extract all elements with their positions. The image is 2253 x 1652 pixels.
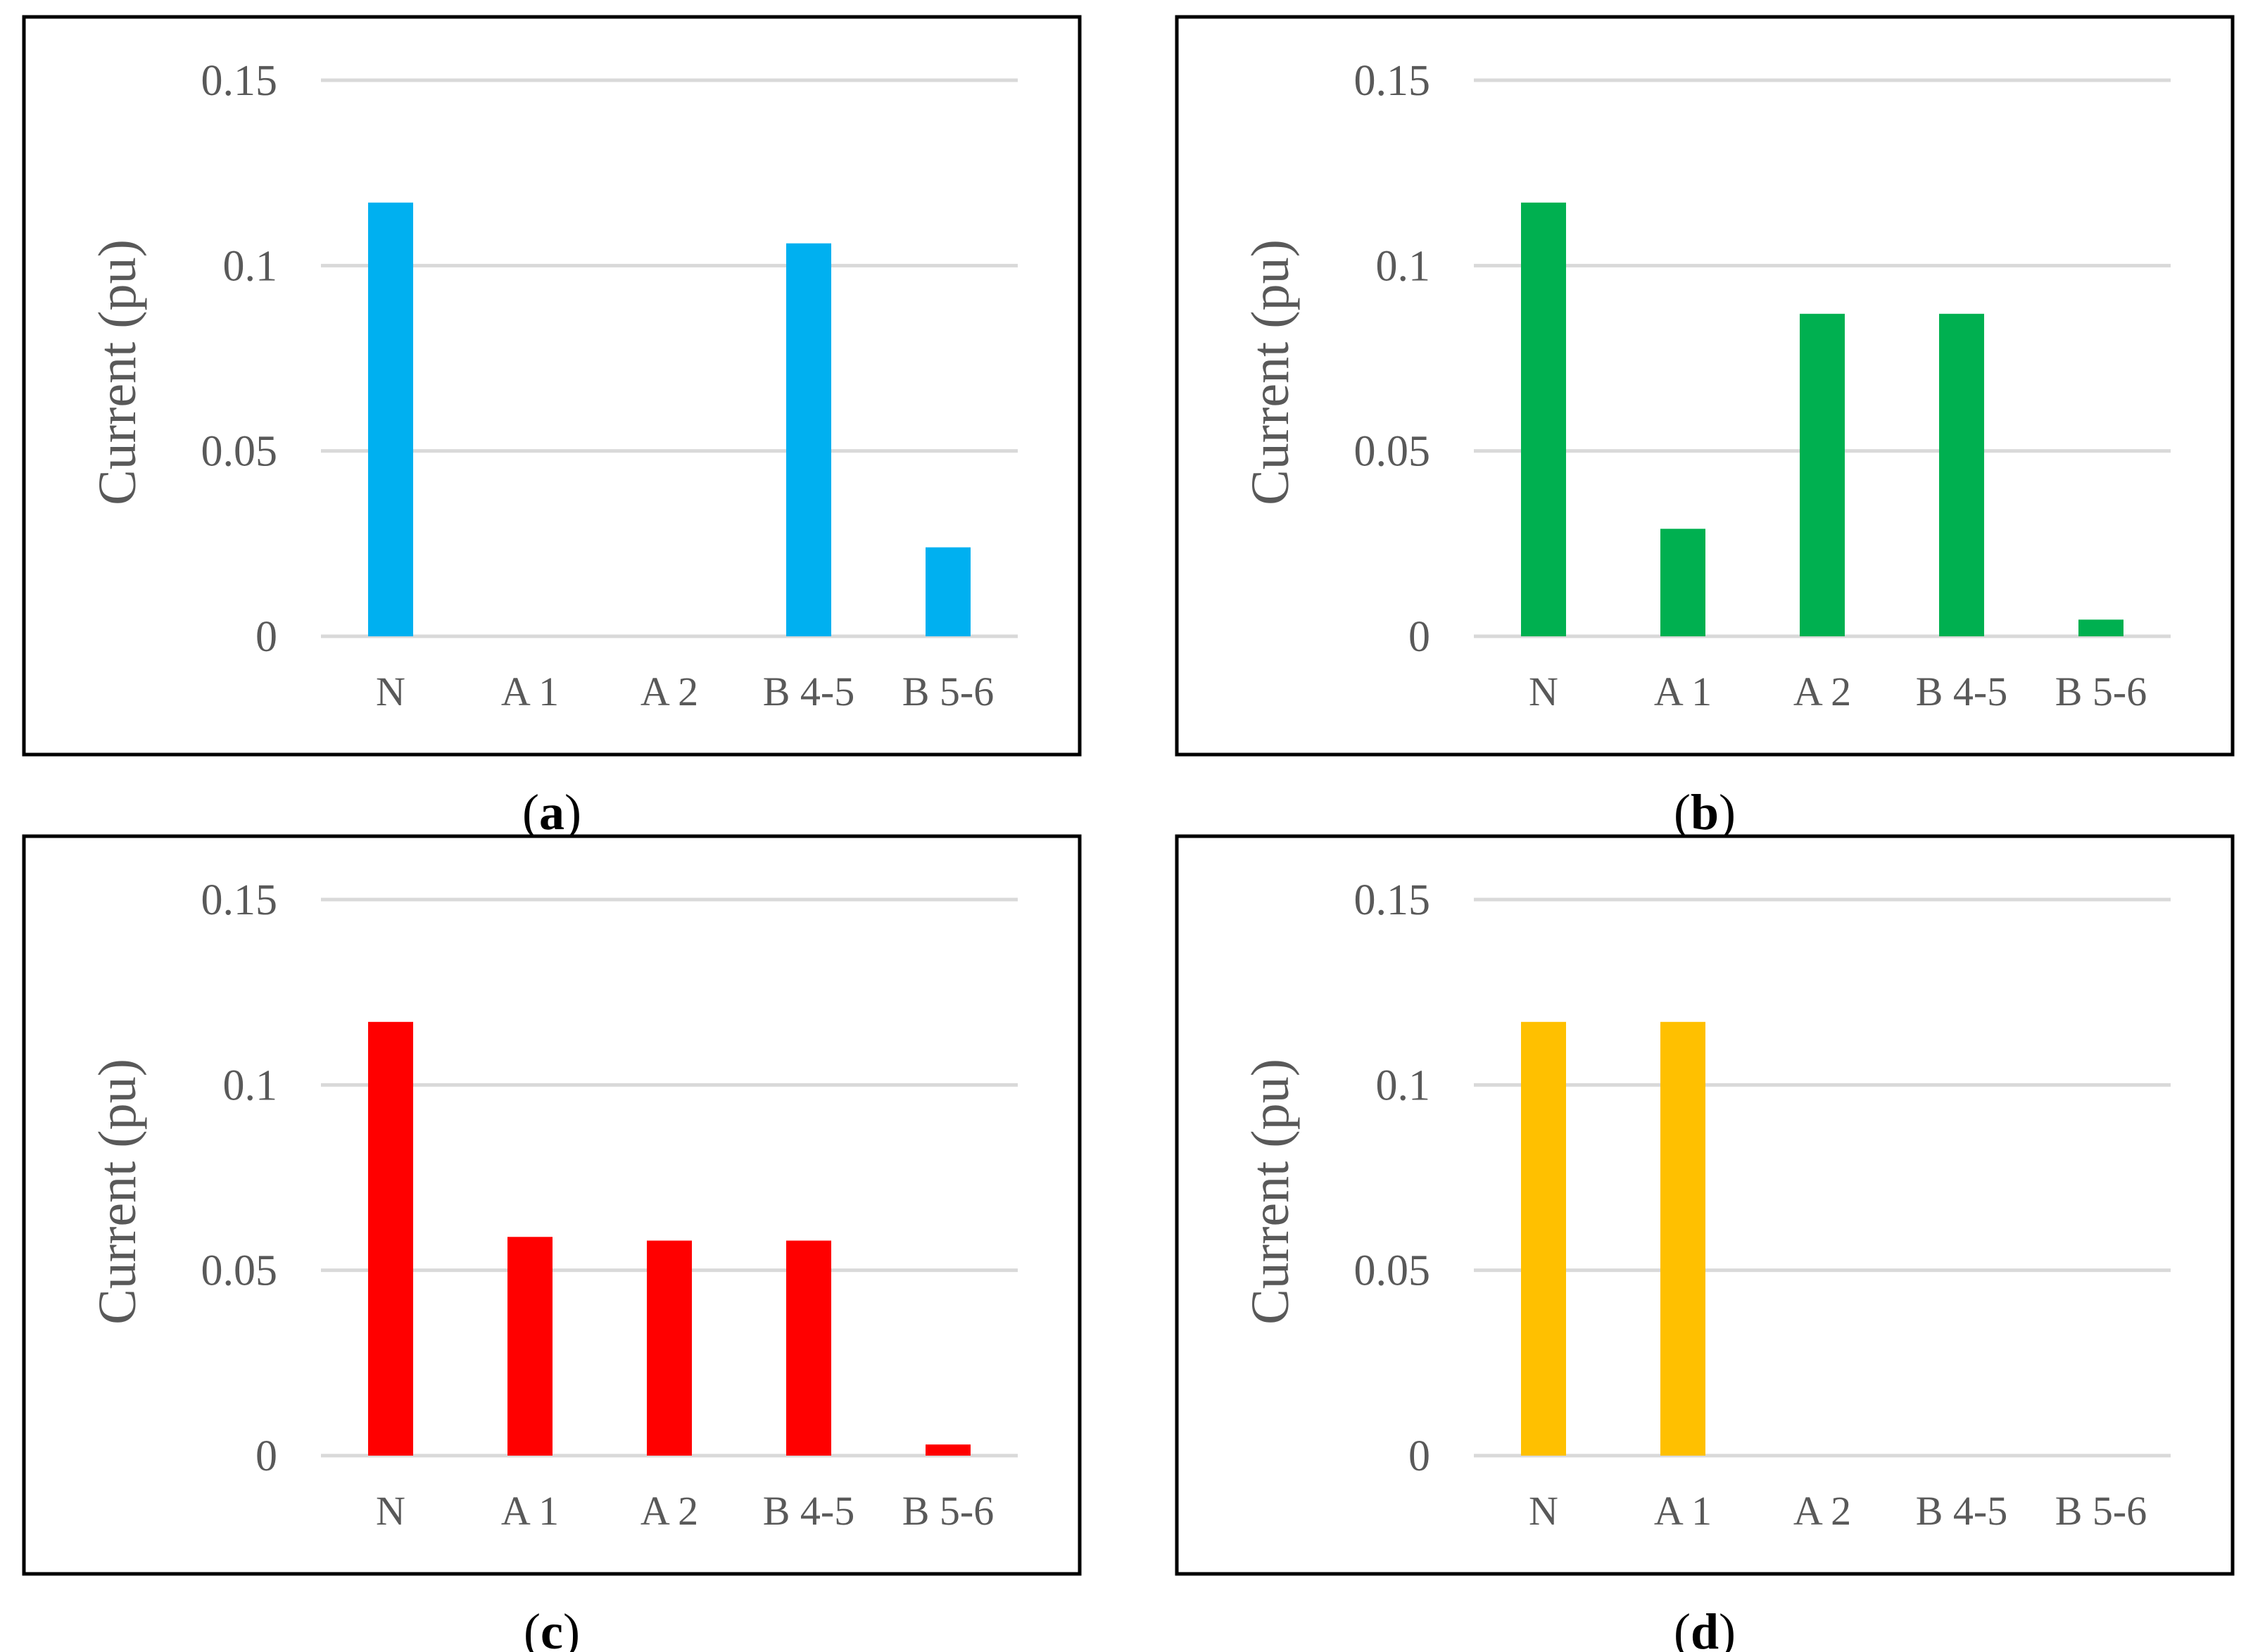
- x-tick-label: A 2: [640, 1488, 698, 1534]
- x-tick-label: A 1: [1654, 1488, 1712, 1534]
- chart-panel-a: 0 0.05 0.1 0.15 N A 1 A 2 B 4-5 B 5-6 Current (pu…: [22, 15, 1082, 840]
- bar-a-2: [1800, 313, 1845, 636]
- caption-close: ): [564, 784, 581, 840]
- bar-b-5-6: [926, 547, 971, 636]
- y-axis-title: Current (pu): [88, 1059, 147, 1325]
- x-tick-label: N: [1529, 1488, 1558, 1534]
- panel-caption: (a): [522, 784, 581, 840]
- caption-letter: a: [539, 784, 564, 840]
- x-tick-label: A 1: [501, 669, 559, 714]
- bar-b-4-5: [1939, 313, 1984, 636]
- y-tick-label: 0.05: [201, 1247, 278, 1295]
- chart-panel-b: 0 0.05 0.1 0.15 N A 1 A 2 B 4-5 B 5-6 Current (pu…: [1175, 15, 2235, 840]
- bar-n: [368, 1021, 413, 1456]
- caption-letter: d: [1691, 1603, 1719, 1652]
- bar-n: [1521, 202, 1566, 636]
- x-tick-label: B 4-5: [1916, 669, 2008, 714]
- panel-caption: (d): [1674, 1603, 1736, 1652]
- y-tick-label: 0: [1408, 1432, 1430, 1480]
- y-tick-label: 0.15: [1354, 876, 1431, 924]
- y-tick-label: 0.15: [201, 876, 278, 924]
- caption-letter: c: [541, 1603, 563, 1652]
- caption-open: (: [1674, 784, 1691, 840]
- y-tick-label: 0: [1408, 613, 1430, 661]
- y-tick-label: 0.1: [1376, 242, 1431, 290]
- caption-close: ): [1719, 1603, 1736, 1652]
- x-tick-label: B 5-6: [2055, 669, 2147, 714]
- bar-n: [1521, 1021, 1566, 1456]
- caption-close: ): [563, 1603, 580, 1652]
- chart-panel-c: 0 0.05 0.1 0.15 N A 1 A 2 B 4-5 B 5-6 Current (pu…: [22, 834, 1082, 1652]
- y-tick-label: 0.05: [1354, 428, 1431, 476]
- panel-frame: [22, 834, 1082, 1576]
- caption-open: (: [1674, 1603, 1691, 1652]
- panel-caption: (c): [524, 1603, 580, 1652]
- y-tick-label: 0.15: [201, 57, 278, 105]
- x-tick-label: B 4-5: [763, 669, 855, 714]
- x-tick-label: B 5-6: [2055, 1488, 2147, 1534]
- caption-open: (: [524, 1603, 541, 1652]
- x-tick-label: A 2: [640, 669, 698, 714]
- x-tick-label: N: [1529, 669, 1558, 714]
- panel-caption: (b): [1674, 784, 1736, 840]
- x-tick-label: B 5-6: [902, 669, 995, 714]
- y-axis-title: Current (pu): [88, 239, 147, 505]
- y-tick-label: 0.15: [1354, 57, 1431, 105]
- caption-open: (: [522, 784, 539, 840]
- x-tick-label: A 2: [1793, 669, 1851, 714]
- x-tick-label: B 5-6: [902, 1488, 995, 1534]
- y-tick-label: 0.1: [1376, 1061, 1431, 1109]
- bar-n: [368, 202, 413, 636]
- bar-b-5-6: [926, 1444, 971, 1456]
- bar-b-4-5: [786, 243, 831, 636]
- chart-panel-d: 0 0.05 0.1 0.15 N A 1 A 2 B 4-5 B 5-6 Current (pu…: [1175, 834, 2235, 1652]
- x-tick-label: B 4-5: [763, 1488, 855, 1534]
- caption-close: ): [1719, 784, 1736, 840]
- y-axis-title: Current (pu): [1241, 239, 1300, 505]
- y-tick-label: 0.05: [201, 428, 278, 476]
- x-tick-label: A 1: [1654, 669, 1712, 714]
- y-tick-label: 0: [255, 613, 277, 661]
- y-tick-label: 0.05: [1354, 1247, 1431, 1295]
- panel-frame: [1175, 15, 2235, 757]
- bar-b-5-6: [2078, 619, 2123, 636]
- bar-a-1: [1660, 1021, 1705, 1456]
- bar-a-1: [507, 1237, 553, 1456]
- bar-a-1: [1660, 529, 1705, 636]
- x-tick-label: N: [376, 1488, 405, 1534]
- x-tick-label: A 2: [1793, 1488, 1851, 1534]
- x-tick-label: B 4-5: [1916, 1488, 2008, 1534]
- y-tick-label: 0.1: [223, 242, 278, 290]
- bar-a-2: [647, 1240, 692, 1456]
- y-axis-title: Current (pu): [1241, 1059, 1300, 1325]
- caption-letter: b: [1691, 784, 1719, 840]
- x-tick-label: A 1: [501, 1488, 559, 1534]
- panel-frame: [22, 15, 1082, 757]
- y-tick-label: 0: [255, 1432, 277, 1480]
- y-tick-label: 0.1: [223, 1061, 278, 1109]
- x-tick-label: N: [376, 669, 405, 714]
- bar-b-4-5: [786, 1240, 831, 1456]
